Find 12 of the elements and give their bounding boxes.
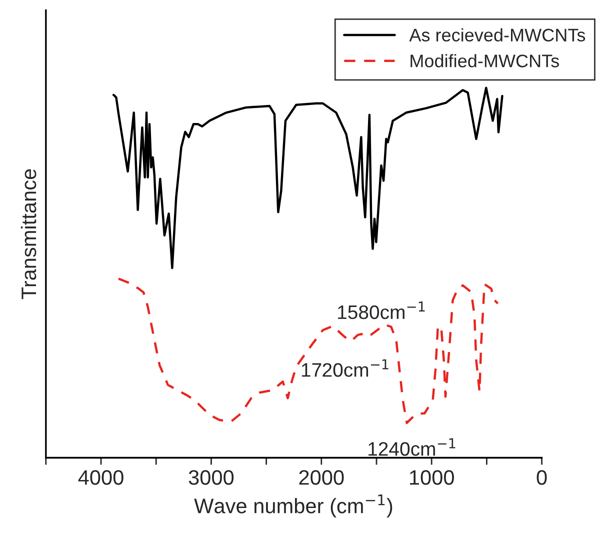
legend-label: As recieved-MWCNTs (409, 28, 586, 42)
x-tick-label: 1000 (410, 470, 454, 485)
annotation: 1720cm$^{−1}$ (302, 359, 388, 377)
x-tick-label: 3000 (188, 470, 234, 485)
x-tick-label: 4000 (78, 470, 124, 485)
legend-label: Modified-MWCNTs (410, 54, 559, 68)
annotation: 1580cm$^{−1}$ (338, 302, 425, 320)
x-tick-label: 0 (536, 470, 547, 485)
annotation: 1240cm$^{−1}$ (368, 438, 456, 456)
y-axis-title: Transmittance (20, 169, 36, 300)
x-axis-title: Wave number (cm$^{−1}$) (194, 494, 392, 518)
x-tick-label: 2000 (299, 470, 344, 485)
